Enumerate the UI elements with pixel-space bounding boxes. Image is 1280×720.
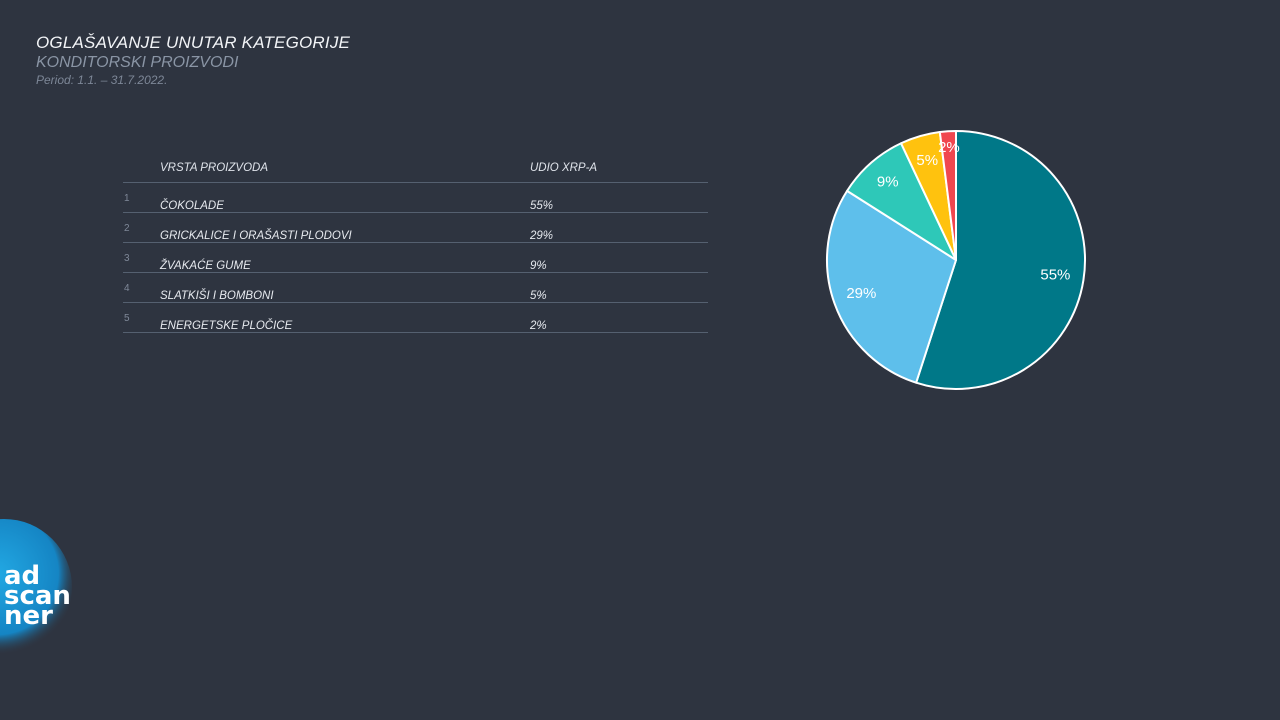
table-row: 3 ŽVAKAĆE GUME 9%: [123, 243, 708, 273]
column-header-share: UDIO XRP-A: [530, 162, 598, 174]
row-rank: 3: [124, 253, 130, 264]
table-row: 2 GRICKALICE I ORAŠASTI PLODOVI 29%: [123, 213, 708, 243]
row-name: ŽVAKAĆE GUME: [160, 260, 251, 272]
row-rank: 1: [124, 193, 130, 204]
row-value: 55%: [530, 200, 554, 212]
pie-slice: [826, 189, 957, 384]
pie-slice-label: 2%: [938, 139, 960, 156]
page-subtitle: KONDITORSKI PROIZVODI: [36, 54, 239, 71]
row-value: 2%: [530, 320, 547, 332]
pie-slice-label: 5%: [916, 152, 938, 169]
row-value: 9%: [530, 260, 547, 272]
row-name: ČOKOLADE: [160, 200, 224, 212]
adscanner-logo: ad scan ner: [0, 519, 72, 655]
row-rank: 2: [124, 223, 130, 234]
row-name: SLATKIŠI I BOMBONI: [160, 290, 274, 302]
table-row: 5 ENERGETSKE PLOČICE 2%: [123, 303, 708, 333]
page-title: OGLAŠAVANJE UNUTAR KATEGORIJE: [36, 33, 351, 52]
pie-slice: [938, 130, 957, 261]
data-table: VRSTA PROIZVODA UDIO XRP-A 1 ČOKOLADE 55…: [123, 150, 708, 333]
row-name: ENERGETSKE PLOČICE: [160, 320, 293, 332]
column-header-product-type: VRSTA PROIZVODA: [160, 162, 268, 174]
header: OGLAŠAVANJE UNUTAR KATEGORIJE KONDITORSK…: [36, 33, 350, 88]
logo-text-line-2: scan: [4, 581, 71, 611]
logo-text-line-1: ad: [4, 561, 40, 591]
period-label: Period: 1.1. – 31.7.2022.: [36, 73, 168, 87]
row-value: 5%: [530, 290, 547, 302]
table-row: 4 SLATKIŠI I BOMBONI 5%: [123, 273, 708, 303]
row-rank: 4: [124, 283, 130, 294]
row-name: GRICKALICE I ORAŠASTI PLODOVI: [160, 230, 352, 242]
logo-text-line-3: ner: [4, 601, 53, 631]
pie-chart: 55% 29% 9% 5%2%: [826, 130, 1086, 390]
row-value: 29%: [530, 230, 554, 242]
pie-slice-label: 9%: [877, 174, 899, 191]
table-header: VRSTA PROIZVODA UDIO XRP-A: [123, 150, 708, 183]
row-rank: 5: [124, 313, 130, 324]
pie-slice-label: 55%: [1040, 267, 1070, 284]
pie-slice-label: 29%: [846, 285, 876, 302]
pie-slice: [915, 130, 1086, 390]
table-row: 1 ČOKOLADE 55%: [123, 183, 708, 213]
logo-badge: [0, 519, 72, 655]
